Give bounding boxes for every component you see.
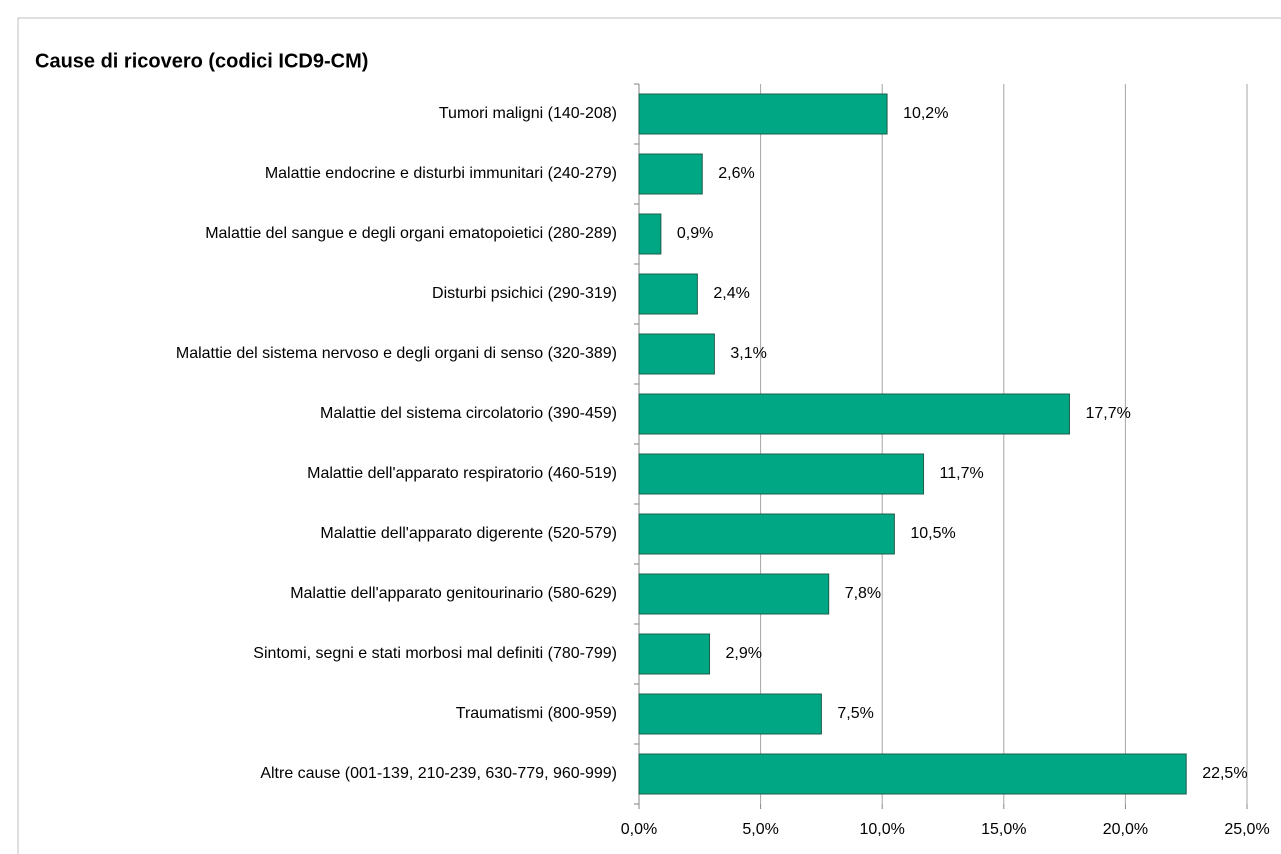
x-tick-label: 25,0% [1224,821,1269,838]
y-tick-label: Malattie del sistema circolatorio (390-4… [320,405,617,422]
x-tick-label: 15,0% [981,821,1026,838]
y-tick-label: Disturbi psichici (290-319) [432,285,617,302]
y-tick-label: Malattie dell'apparato digerente (520-57… [320,525,617,542]
bar [638,333,715,375]
y-tick-label: Tumori maligni (140-208) [439,105,617,122]
bar [638,93,888,135]
x-tick-label: 5,0% [742,821,778,838]
data-label: 2,9% [726,645,762,662]
data-label: 10,2% [903,105,948,122]
data-label: 2,6% [718,165,754,182]
bar [638,573,830,615]
x-tick-label: 0,0% [621,821,657,838]
data-label: 11,7% [940,465,984,482]
y-tick-label: Malattie dell'apparato respiratorio (460… [307,465,617,482]
y-tick-label: Malattie dell'apparato genitourinario (5… [290,585,617,602]
data-label: 10,5% [910,525,955,542]
data-label: 3,1% [730,345,766,362]
y-tick-label: Malattie del sistema nervoso e degli org… [176,345,617,362]
data-label: 0,9% [677,225,713,242]
data-label: 7,8% [845,585,881,602]
data-label: 7,5% [837,705,873,722]
data-label: 17,7% [1085,405,1130,422]
bar [638,513,895,555]
data-label: 2,4% [713,285,749,302]
y-tick-label: Traumatismi (800-959) [456,705,617,722]
bar [638,393,1070,435]
chart-title: Cause di ricovero (codici ICD9-CM) [35,50,368,72]
y-tick-label: Malattie endocrine e disturbi immunitari… [265,165,617,182]
bar [638,453,925,495]
data-label: 22,5% [1202,765,1247,782]
y-tick-label: Altre cause (001-139, 210-239, 630-779, … [260,765,617,782]
x-tick-label: 10,0% [860,821,905,838]
y-tick-label: Sintomi, segni e stati morbosi mal defin… [253,645,617,662]
bar [638,693,822,735]
bar [638,633,711,675]
bar [638,213,662,255]
chart-frame [17,17,1281,854]
x-tick-label: 20,0% [1103,821,1148,838]
bar [638,153,703,195]
bar [638,273,698,315]
y-tick-label: Malattie del sangue e degli organi emato… [205,225,617,242]
bar [638,753,1187,795]
